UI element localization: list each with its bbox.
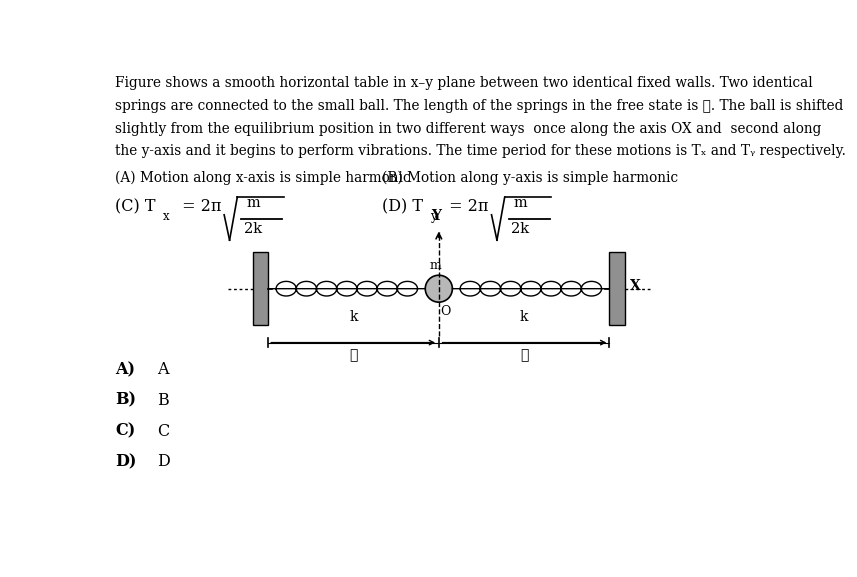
Bar [253,252,268,325]
Text: 2k: 2k [243,222,261,235]
Bar [609,252,625,325]
Text: ℓ: ℓ [520,348,528,362]
Text: (D) T: (D) T [382,198,423,215]
Text: x: x [163,210,170,223]
Text: A): A) [115,361,135,378]
Text: 2k: 2k [511,222,529,235]
Text: (A) Motion along x-axis is simple harmonic: (A) Motion along x-axis is simple harmon… [115,171,411,185]
Text: ℓ: ℓ [350,348,357,362]
Text: = 2π: = 2π [444,198,488,215]
Text: = 2π: = 2π [177,198,221,215]
Text: k: k [350,310,358,324]
Text: y: y [430,210,437,223]
Text: C): C) [115,423,135,440]
Text: springs are connected to the small ball. The length of the springs in the free s: springs are connected to the small ball.… [115,99,843,113]
Text: Y: Y [431,209,440,223]
Text: (C) T: (C) T [115,198,155,215]
Text: m: m [514,196,528,210]
Text: A: A [158,361,169,378]
Text: k: k [520,310,528,324]
Text: m: m [247,196,261,210]
Text: D): D) [115,454,136,470]
Text: X: X [630,279,641,293]
Text: Figure shows a smooth horizontal table in x–y plane between two identical fixed : Figure shows a smooth horizontal table i… [115,76,812,90]
Text: the y-axis and it begins to perform vibrations. The time period for these motion: the y-axis and it begins to perform vibr… [115,144,846,158]
Text: D: D [158,454,171,470]
Text: B: B [158,392,169,409]
Text: (B) Motion along y-axis is simple harmonic: (B) Motion along y-axis is simple harmon… [382,171,679,185]
Text: O: O [440,305,451,319]
Circle shape [425,275,452,302]
Text: slightly from the equilibrium position in two different ways  once along the axi: slightly from the equilibrium position i… [115,122,821,136]
Text: m: m [430,259,441,272]
Text: B): B) [115,392,136,409]
Text: C: C [158,423,170,440]
